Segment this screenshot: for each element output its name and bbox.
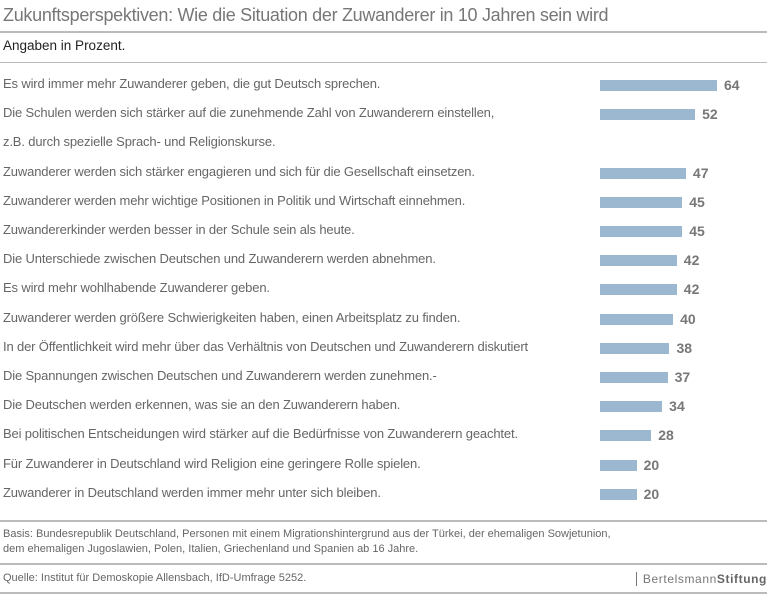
value-label: 45 [689, 223, 705, 239]
logo-text-bold: Stiftung [716, 572, 767, 586]
category-label: Bei politischen Entscheidungen wird stär… [3, 426, 518, 442]
category-label: Die Schulen werden sich stärker auf die … [3, 105, 495, 121]
chart-title: Zukunftsperspektiven: Wie die Situation … [3, 5, 609, 25]
value-label: 40 [680, 310, 696, 327]
bar [600, 401, 663, 413]
category-label: Für Zuwanderer in Deutschland wird Relig… [3, 455, 421, 471]
basis-line: Basis: Bundesrepublik Deutschland, Perso… [3, 528, 611, 540]
value-label: 20 [643, 485, 660, 502]
bar [600, 255, 677, 267]
category-label: Zuwandererkinder werden besser in der Sc… [3, 222, 355, 237]
bar [600, 80, 717, 91]
bar [600, 196, 683, 208]
category-label: Die Deutschen werden erkennen, was sie a… [3, 397, 401, 413]
basis-line: dem ehemaligen Jugoslawien, Polen, Itali… [3, 543, 419, 555]
value-label: 45 [689, 193, 705, 210]
bar [600, 372, 668, 383]
chart-subtitle: Angaben in Prozent. [3, 38, 126, 53]
value-label: 37 [674, 369, 691, 385]
category-label: Es wird mehr wohlhabende Zuwanderer gebe… [3, 280, 270, 296]
bar [600, 313, 674, 325]
category-label: Zuwanderer werden sich stärker engagiere… [3, 163, 475, 179]
bar [600, 488, 637, 500]
source-note: Quelle: Institut für Demoskopie Allensba… [3, 572, 307, 584]
bar [600, 342, 670, 354]
category-label: In der Öffentlichkeit wird mehr über das… [3, 338, 529, 354]
divider [0, 520, 767, 522]
value-label: 52 [702, 106, 718, 123]
category-label: Es wird immer mehr Zuwanderer geben, die… [3, 76, 381, 91]
divider [0, 62, 767, 63]
value-label: 47 [692, 164, 709, 181]
bar [600, 430, 652, 442]
logo-text: Bertelsmann [642, 572, 717, 586]
value-label: 42 [683, 252, 700, 269]
bar [600, 459, 637, 471]
value-label: 64 [724, 77, 740, 93]
value-label: 34 [669, 398, 685, 415]
value-label: 38 [676, 339, 693, 356]
value-label: 42 [683, 281, 700, 298]
category-label: Zuwanderer werden größere Schwierigkeite… [3, 309, 461, 325]
basis-note: Basis: Bundesrepublik Deutschland, Perso… [3, 527, 611, 557]
category-label: z.B. durch spezielle Sprach- und Religio… [3, 134, 276, 150]
value-label: 28 [658, 427, 674, 444]
divider [0, 592, 767, 594]
category-label: Zuwanderer in Deutschland werden immer m… [3, 484, 381, 500]
bar [600, 226, 683, 237]
value-label: 20 [643, 456, 660, 473]
divider [0, 31, 767, 33]
bertelsmann-logo: BertelsmannStiftung [635, 572, 767, 586]
bar [600, 284, 677, 296]
category-label: Zuwanderer werden mehr wichtige Position… [3, 192, 466, 208]
category-label: Die Spannungen zwischen Deutschen und Zu… [3, 368, 437, 383]
bar [600, 109, 696, 121]
bar [600, 167, 686, 179]
category-label: Die Unterschiede zwischen Deutschen und … [3, 251, 436, 267]
divider [0, 563, 767, 565]
